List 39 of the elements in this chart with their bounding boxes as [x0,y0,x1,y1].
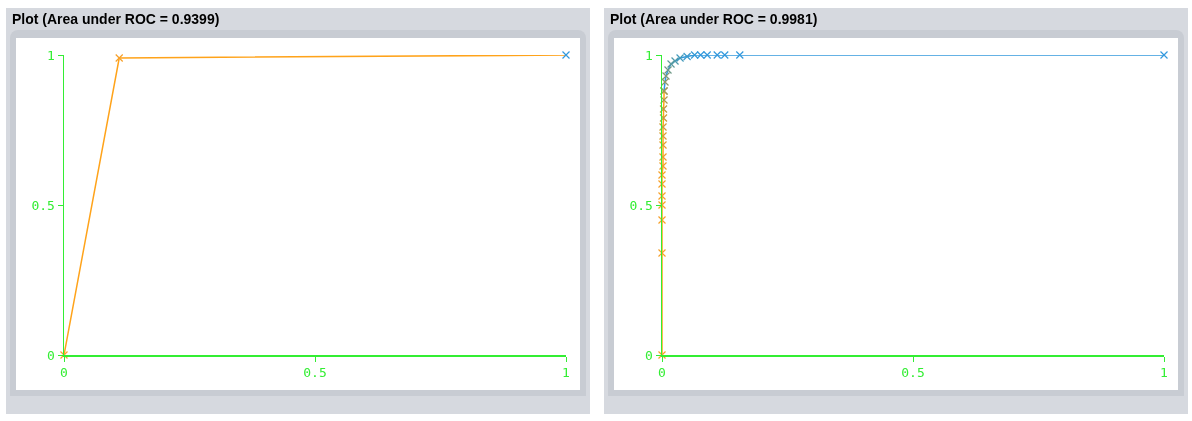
point [561,50,571,60]
point [657,215,667,225]
y-tick-label: 0 [645,347,653,363]
point [658,152,668,162]
point [683,52,692,61]
point [735,50,744,60]
point [690,50,699,60]
point [659,95,669,105]
point [658,140,668,150]
x-tick-label: 0 [60,365,68,381]
point [675,53,685,63]
point [659,104,668,114]
y-tick-label: 1 [645,47,653,63]
point [666,59,676,69]
y-tick-label: 1 [47,47,55,63]
point [659,113,668,123]
point [115,53,124,63]
y-tick-label: 0 [47,347,55,363]
point [658,131,668,141]
x-tick-label: 1 [1160,365,1168,381]
point [657,170,667,180]
point [661,71,671,81]
point [658,161,668,171]
point [657,200,667,210]
point [657,179,667,189]
chart-title: Plot (Area under ROC = 0.9981) [609,10,819,29]
x-tick-label: 0.5 [901,365,925,381]
y-tick-label: 0.5 [31,197,55,213]
chart-title: Plot (Area under ROC = 0.9399) [11,10,221,29]
point [658,122,668,132]
x-tick-label: 0 [658,365,666,381]
point [1159,50,1169,60]
x-tick-label: 1 [562,365,570,381]
y-tick-label: 0.5 [629,197,653,213]
point [670,56,680,66]
point [657,248,667,258]
point [657,191,667,201]
point [663,65,673,75]
x-tick-label: 0.5 [303,365,327,381]
